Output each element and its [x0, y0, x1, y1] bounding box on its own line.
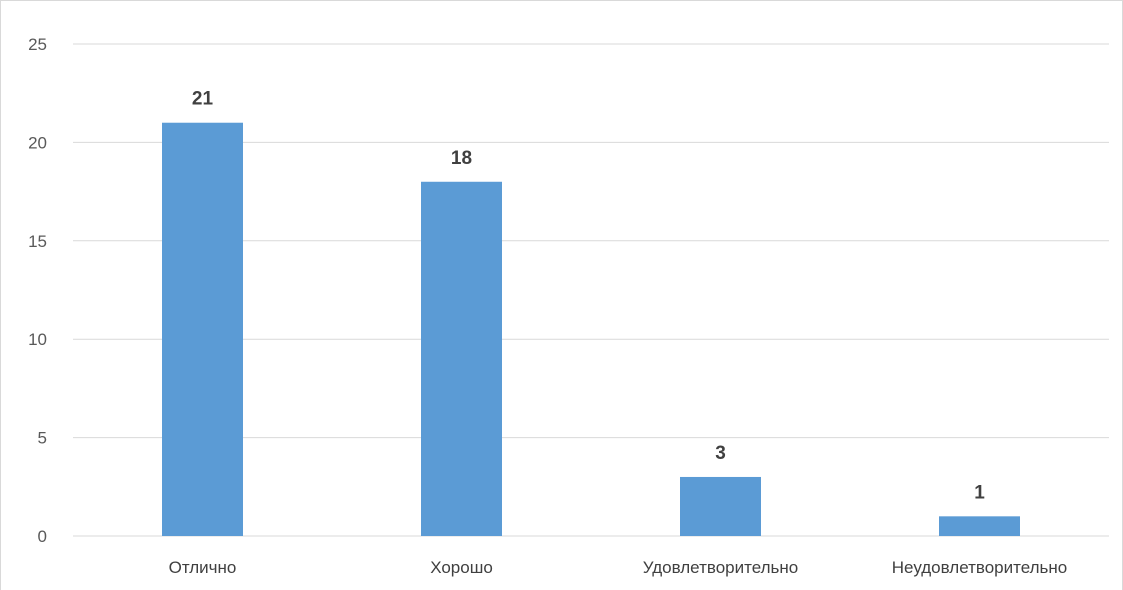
y-tick-label: 25	[28, 35, 47, 54]
category-label: Удовлетворительно	[643, 558, 798, 577]
bar	[162, 122, 243, 536]
category-label: Неудовлетворительно	[892, 558, 1067, 577]
x-axis-labels: Отлично Хорошо Удовлетворительно Неудовлетв…	[169, 558, 1068, 577]
category-label: Отлично	[169, 558, 237, 577]
data-labels: 21 18 3 1	[192, 89, 985, 504]
bar	[680, 476, 761, 536]
bar-value-label: 3	[715, 443, 726, 464]
bars	[162, 122, 1020, 536]
category-label: Хорошо	[430, 558, 493, 577]
bar	[421, 181, 502, 536]
bar	[939, 516, 1020, 536]
y-tick-label: 10	[28, 330, 47, 349]
bar-value-label: 21	[192, 89, 214, 110]
gridlines	[73, 43, 1109, 537]
y-tick-label: 0	[38, 527, 47, 546]
y-tick-label: 20	[28, 133, 47, 152]
bar-value-label: 18	[451, 148, 472, 169]
y-tick-label: 15	[28, 232, 47, 251]
y-axis-ticks: 0 5 10 15 20 25	[28, 35, 47, 546]
y-tick-label: 5	[38, 429, 47, 448]
bar-value-label: 1	[974, 482, 985, 503]
